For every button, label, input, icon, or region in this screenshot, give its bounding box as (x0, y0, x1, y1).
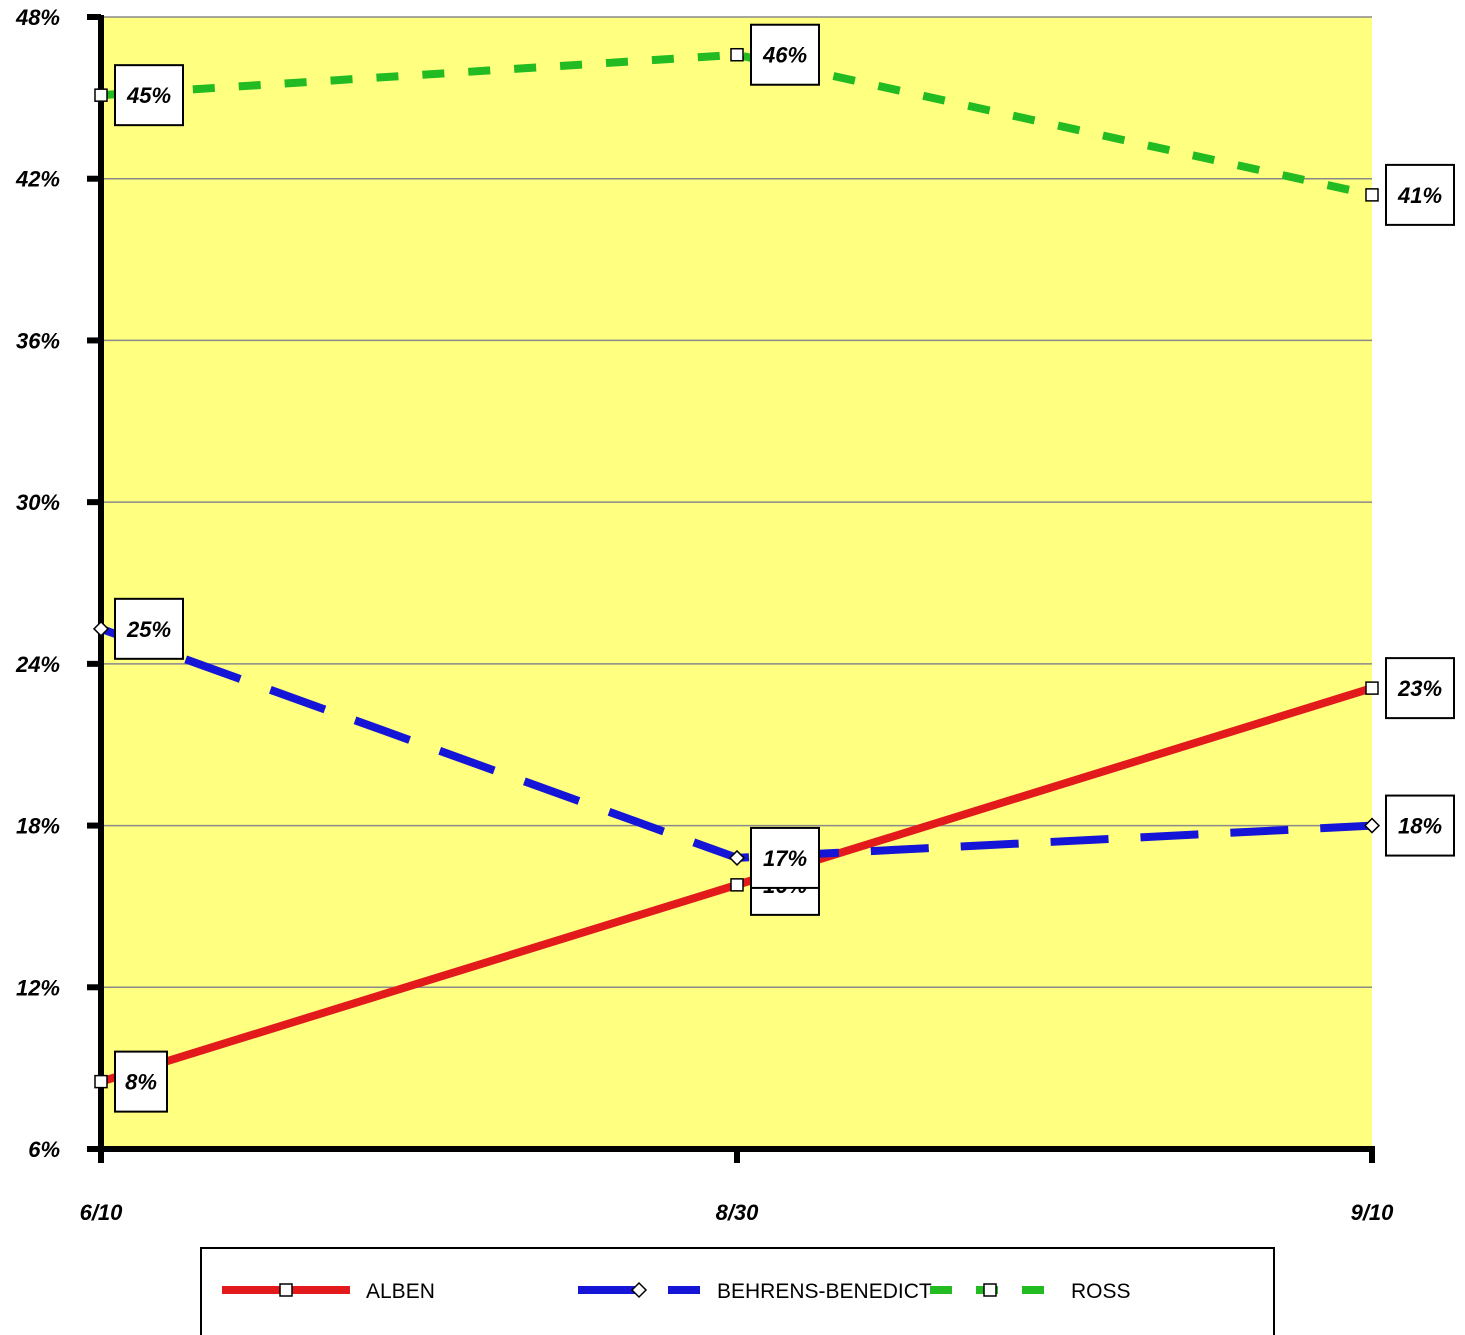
data-label-text: 8% (125, 1070, 157, 1095)
data-label-text: 18% (1398, 814, 1442, 839)
data-label: 17% (750, 826, 820, 889)
data-point-ross (94, 88, 108, 102)
legend: ALBEN BEHRENS-BENEDICT ROSS (200, 1247, 1275, 1335)
data-label-box (750, 826, 820, 889)
data-label: 46% (750, 23, 820, 86)
y-tick-label: 24% (15, 652, 60, 677)
plot-area (101, 17, 1372, 1149)
y-tick-label: 48% (15, 5, 60, 30)
y-tick-label: 12% (16, 975, 60, 1000)
legend-marker-alben (279, 1283, 293, 1297)
y-tick-label: 18% (16, 814, 60, 839)
legend-box (200, 1247, 1275, 1335)
data-labels: 8%16%23%25%17%18%45%46%41% (114, 23, 1455, 1113)
data-label-box (114, 597, 184, 660)
legend-label-alben: ALBEN (366, 1280, 435, 1303)
data-label-box (1385, 163, 1455, 226)
series-line-ross (100, 50, 1373, 199)
series-markers (92, 47, 1381, 1089)
data-label-box (1385, 794, 1455, 857)
data-label: 8% (114, 1050, 168, 1113)
data-label-text: 41% (1397, 183, 1442, 208)
data-label-text: 46% (762, 43, 807, 68)
data-label-text: 45% (126, 83, 171, 108)
x-tick-label: 9/10 (1351, 1200, 1395, 1225)
data-label: 23% (1385, 657, 1455, 720)
y-tick-label: 42% (15, 167, 60, 192)
legend-marker-ross (983, 1283, 997, 1297)
data-label-box (1385, 657, 1455, 720)
axes (87, 14, 1375, 1163)
data-point-alben (730, 878, 744, 892)
y-tick-label: 30% (16, 490, 60, 515)
x-tick-label: 8/30 (716, 1200, 760, 1225)
data-point-ross (730, 47, 744, 62)
data-label-box (114, 1050, 168, 1113)
legend-marker-behrens-benedict (630, 1281, 648, 1299)
legend-label-behrens-benedict: BEHRENS-BENEDICT (717, 1280, 932, 1303)
data-point-behrens-benedict (1363, 817, 1381, 834)
data-label-box (750, 23, 820, 86)
data-label-text: 25% (126, 617, 171, 642)
x-tick-label: 6/10 (80, 1200, 124, 1225)
data-label-text: 17% (763, 846, 807, 871)
y-tick-label: 6% (28, 1137, 60, 1162)
data-point-ross (1365, 188, 1379, 202)
data-label: 18% (1385, 794, 1455, 857)
data-label: 45% (114, 64, 184, 127)
data-label: 25% (114, 597, 184, 660)
x-tick-labels: 6/10 8/30 9/10 (80, 1200, 1395, 1225)
y-tick-label: 36% (16, 328, 60, 353)
data-label-box (114, 64, 184, 127)
data-point-alben (94, 1074, 108, 1089)
data-label-text: 23% (1397, 676, 1442, 701)
legend-label-ross: ROSS (1071, 1280, 1131, 1303)
gridlines (101, 16, 1372, 989)
data-point-alben (1365, 681, 1379, 695)
data-label: 41% (1385, 163, 1455, 226)
data-point-behrens-benedict (92, 620, 110, 637)
data-point-behrens-benedict (728, 849, 746, 866)
y-tick-labels: 6% 12% 18% 24% 30% 36% 42% 48% (15, 5, 60, 1162)
